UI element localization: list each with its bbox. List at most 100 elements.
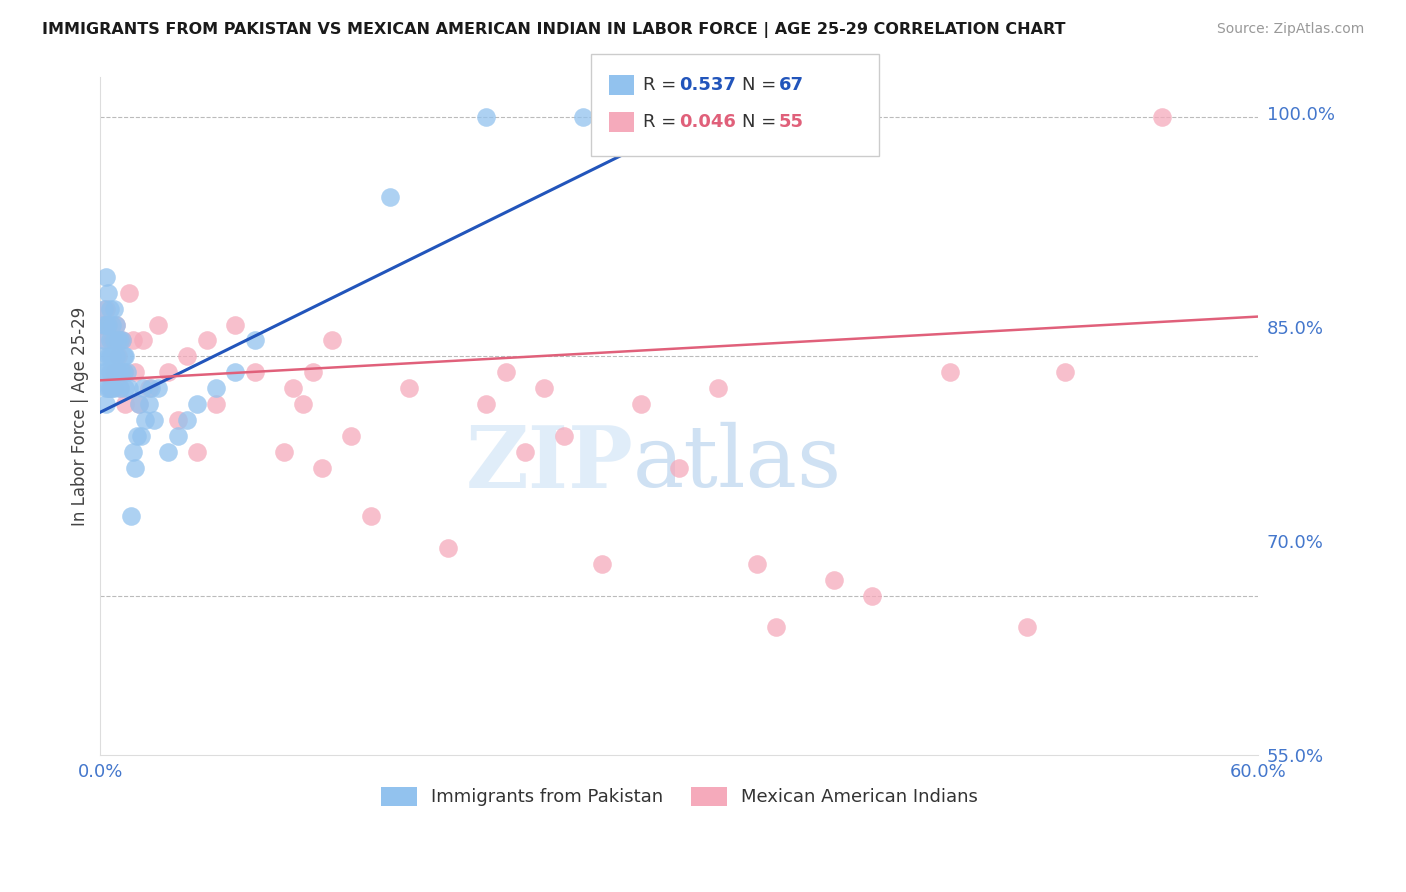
- Point: [101, 318, 124, 332]
- Point: [132, 334, 155, 348]
- Point: [166, 429, 188, 443]
- Point: [114, 397, 136, 411]
- Point: [243, 365, 266, 379]
- Point: [103, 365, 125, 379]
- Text: 0.537: 0.537: [679, 76, 735, 94]
- Point: [98, 334, 121, 348]
- Point: [668, 461, 690, 475]
- Point: [166, 413, 188, 427]
- Point: [122, 334, 145, 348]
- Point: [98, 381, 121, 395]
- Point: [112, 350, 135, 364]
- Point: [156, 365, 179, 379]
- Point: [938, 365, 960, 379]
- Point: [91, 365, 114, 379]
- Point: [107, 350, 129, 364]
- Point: [91, 350, 114, 364]
- Point: [103, 381, 125, 395]
- Point: [101, 365, 124, 379]
- Point: [110, 334, 132, 348]
- Text: atlas: atlas: [633, 422, 842, 505]
- Point: [124, 365, 146, 379]
- Point: [553, 429, 575, 443]
- Point: [112, 365, 135, 379]
- Point: [129, 429, 152, 443]
- Point: [243, 334, 266, 348]
- Point: [120, 508, 142, 523]
- Point: [101, 381, 124, 395]
- Point: [138, 381, 160, 395]
- Point: [94, 365, 117, 379]
- Point: [112, 365, 135, 379]
- Point: [98, 350, 121, 364]
- Text: N =: N =: [742, 76, 782, 94]
- Point: [91, 318, 114, 332]
- Point: [97, 381, 120, 395]
- Point: [533, 381, 555, 395]
- Point: [94, 381, 117, 395]
- Point: [101, 350, 124, 364]
- Point: [97, 318, 120, 332]
- Point: [94, 397, 117, 411]
- Point: [143, 413, 166, 427]
- Point: [273, 445, 295, 459]
- Point: [823, 573, 845, 587]
- Point: [765, 620, 787, 634]
- Point: [148, 318, 170, 332]
- Point: [98, 301, 121, 316]
- Point: [186, 445, 208, 459]
- Point: [94, 269, 117, 284]
- Text: ZIP: ZIP: [465, 422, 633, 506]
- Point: [104, 318, 127, 332]
- Point: [475, 110, 498, 124]
- Point: [108, 334, 131, 348]
- Point: [205, 397, 228, 411]
- Point: [513, 445, 536, 459]
- Point: [176, 350, 198, 364]
- Point: [93, 334, 115, 348]
- Point: [292, 397, 315, 411]
- Point: [125, 429, 148, 443]
- Point: [103, 365, 125, 379]
- Text: IMMIGRANTS FROM PAKISTAN VS MEXICAN AMERICAN INDIAN IN LABOR FORCE | AGE 25-29 C: IMMIGRANTS FROM PAKISTAN VS MEXICAN AMER…: [42, 22, 1066, 38]
- Text: R =: R =: [643, 76, 682, 94]
- Point: [378, 190, 401, 204]
- Point: [122, 445, 145, 459]
- Point: [97, 350, 120, 364]
- Point: [93, 301, 115, 316]
- Point: [1150, 110, 1173, 124]
- Point: [128, 397, 150, 411]
- Legend: Immigrants from Pakistan, Mexican American Indians: Immigrants from Pakistan, Mexican Americ…: [374, 780, 986, 814]
- Point: [114, 350, 136, 364]
- Point: [93, 334, 115, 348]
- Point: [93, 318, 115, 332]
- Point: [745, 557, 768, 571]
- Point: [630, 397, 652, 411]
- Point: [98, 381, 121, 395]
- Point: [103, 301, 125, 316]
- Point: [436, 541, 458, 555]
- Point: [205, 381, 228, 395]
- Point: [572, 110, 595, 124]
- Point: [101, 334, 124, 348]
- Point: [97, 318, 120, 332]
- Point: [301, 365, 323, 379]
- Point: [186, 397, 208, 411]
- Point: [117, 365, 139, 379]
- Point: [118, 285, 141, 300]
- Point: [104, 350, 127, 364]
- Point: [610, 110, 633, 124]
- Point: [707, 381, 730, 395]
- Point: [591, 110, 613, 124]
- Point: [94, 318, 117, 332]
- Point: [108, 381, 131, 395]
- Point: [156, 445, 179, 459]
- Point: [104, 318, 127, 332]
- Point: [108, 381, 131, 395]
- Point: [97, 285, 120, 300]
- Point: [398, 381, 420, 395]
- Point: [176, 413, 198, 427]
- Point: [107, 334, 129, 348]
- Point: [283, 381, 305, 395]
- Point: [591, 557, 613, 571]
